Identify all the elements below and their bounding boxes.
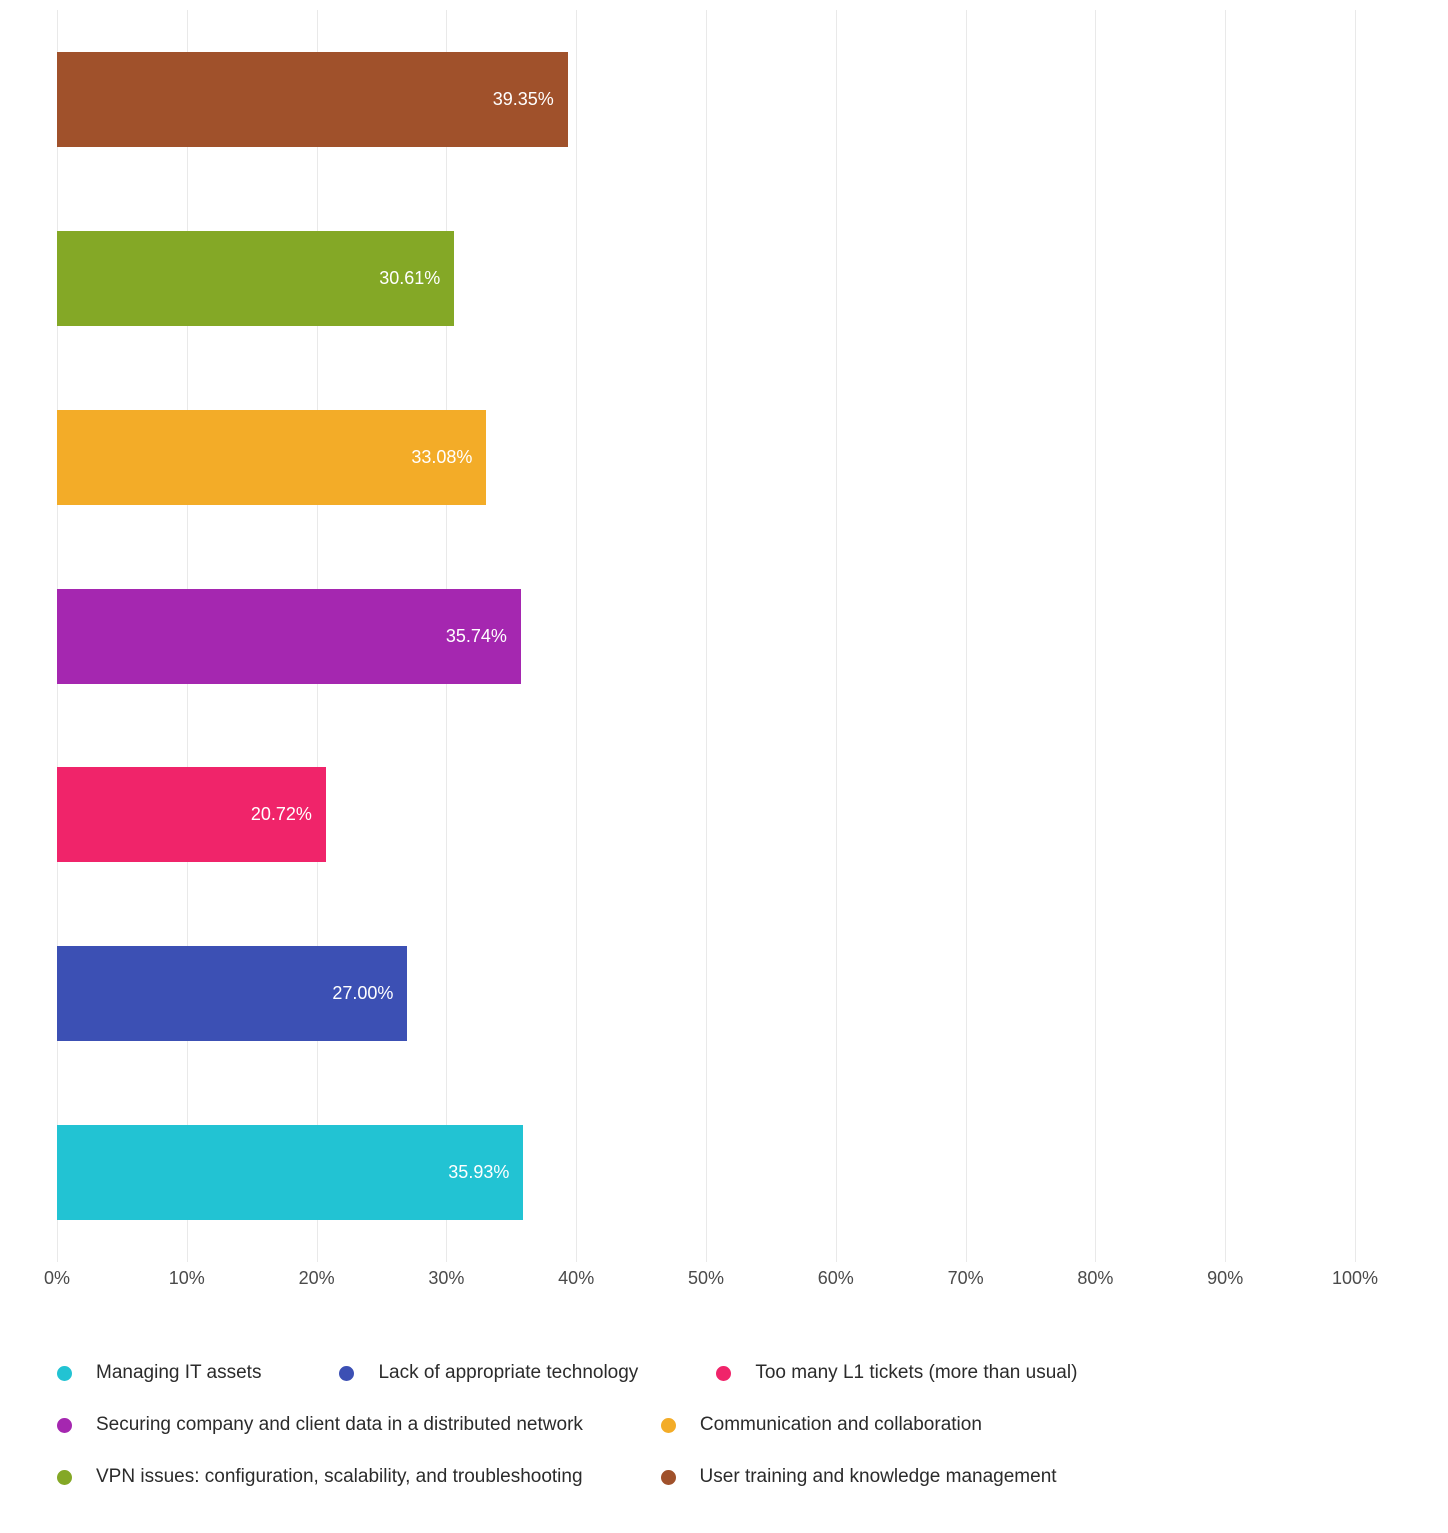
legend-item: Lack of appropriate technology [339,1362,638,1384]
legend-dot-icon [57,1417,72,1433]
legend-label: Managing IT assets [96,1362,262,1383]
gridline-60 [835,10,837,1262]
legend-item: Communication and collaboration [660,1414,982,1436]
plot-area: 39.35% 30.61% 33.08% 35.74% 20.72% 27.00% 35.9… [57,10,1356,1262]
x-tick-label: 10% [168,1268,205,1288]
bar-row: 39.35% [57,10,1355,189]
bar-value-label: 35.74% [445,625,507,646]
legend-dot-icon [57,1365,72,1381]
x-tick-label: 80% [1077,1268,1114,1288]
bar: 30.61% [57,230,455,326]
bar-value-label: 39.35% [492,88,554,109]
bar-row: 33.08% [57,368,1355,547]
gridline-80 [1095,10,1097,1262]
bar: 27.00% [57,946,408,1042]
x-tick-label: 70% [947,1268,984,1288]
gridline-90 [1225,10,1227,1262]
x-tick-label: 0% [43,1268,71,1288]
bar-row: 27.00% [57,904,1355,1083]
bar-value-label: 35.93% [448,1162,510,1183]
legend-item: VPN issues: configuration, scalability, … [57,1466,583,1488]
bar-value-label: 27.00% [332,983,394,1004]
gridline-50 [706,10,707,1262]
x-tick-label: 40% [558,1268,595,1288]
legend-label: Communication and collaboration [699,1414,982,1435]
legend-label: User training and knowledge management [699,1466,1057,1487]
bar-row: 30.61% [57,189,1355,368]
x-tick-label: 60% [817,1268,854,1288]
legend-label: Too many L1 tickets (more than usual) [755,1362,1078,1383]
bar-row: 20.72% [57,725,1355,904]
bar: 35.74% [57,588,521,684]
x-tick-label: 100% [1331,1268,1379,1288]
legend-label: Lack of appropriate technology [378,1362,639,1383]
legend-dot-icon [339,1365,355,1381]
x-tick-label: 90% [1207,1268,1244,1288]
x-axis: 0% 10% 20% 30% 40% 50% 60% 70% 80% 90% 100% [44,1268,1378,1292]
legend-item: Managing IT assets [57,1362,261,1384]
legend-item: Too many L1 tickets (more than usual) [716,1362,1077,1384]
legend-dot-icon [716,1365,732,1381]
bar-row: 35.74% [57,547,1355,726]
bar: 39.35% [57,51,568,147]
bar: 35.93% [57,1125,524,1221]
legend: Managing IT assets Lack of appropriate te… [57,1362,1397,1488]
bar-value-label: 20.72% [250,804,312,825]
gridline-70 [965,10,967,1262]
legend-dot-icon [660,1469,676,1485]
legend-dot-icon [57,1469,72,1485]
legend-item: Securing company and client data in a di… [57,1414,583,1436]
bar: 33.08% [57,409,487,505]
x-tick-label: 20% [298,1268,335,1288]
legend-dot-icon [660,1417,676,1433]
x-tick-label: 30% [428,1268,465,1288]
bar-row: 35.93% [57,1083,1355,1262]
gridline-40 [576,10,578,1262]
legend-label: Securing company and client data in a di… [96,1414,583,1435]
legend-label: VPN issues: configuration, scalability, … [96,1466,583,1487]
x-tick-label: 50% [687,1268,725,1288]
gridline-100 [1355,10,1356,1262]
bars-container: 39.35% 30.61% 33.08% 35.74% 20.72% 27.00% 35.9… [57,10,1355,1262]
bar: 20.72% [57,767,326,863]
bar-value-label: 33.08% [411,446,473,467]
legend-item: User training and knowledge management [660,1466,1057,1488]
bar-value-label: 30.61% [379,267,441,288]
